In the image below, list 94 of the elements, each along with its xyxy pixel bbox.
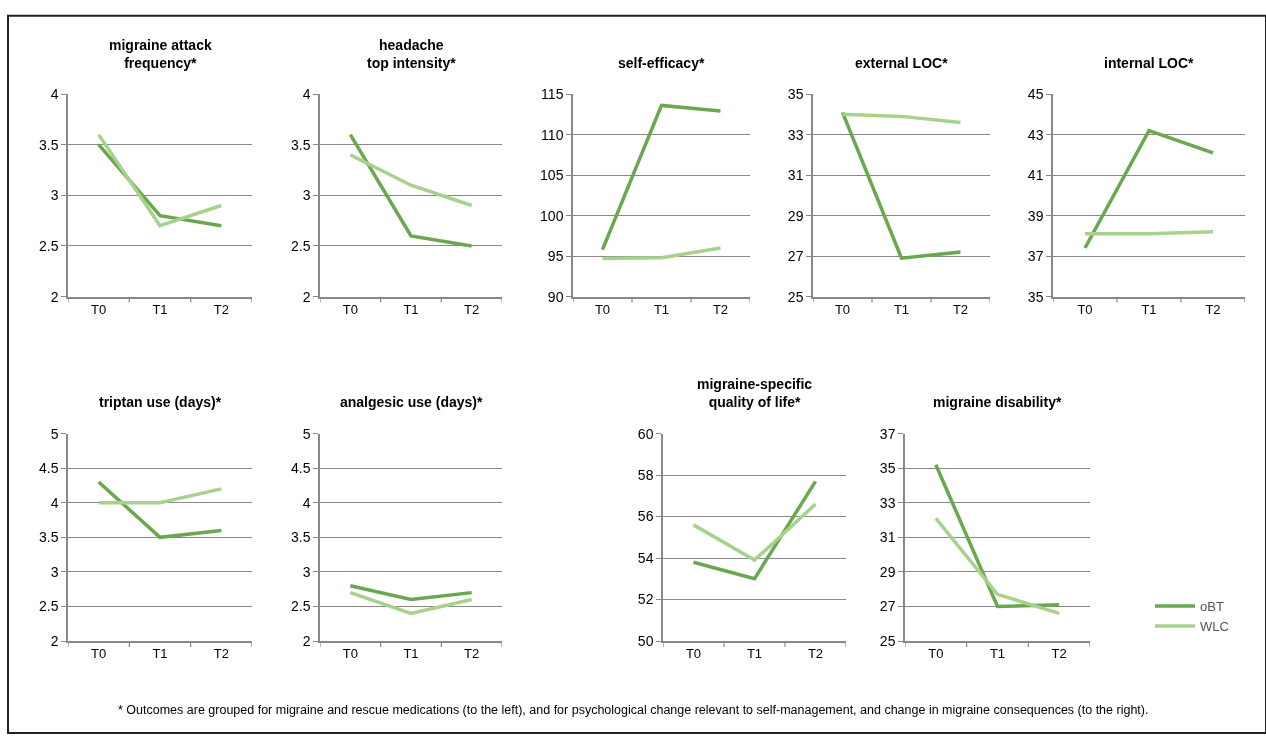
y-tick-label: 5 (302, 425, 311, 442)
y-tick-label: 43 (1027, 126, 1044, 143)
y-tick-label: 4.5 (38, 460, 59, 477)
x-tick-label: T1 (989, 646, 1006, 662)
x-tick-label: T0 (1077, 301, 1093, 317)
x-tick-label: T0 (342, 301, 358, 317)
y-tick-label: 33 (787, 126, 804, 143)
chart-title: internal LOC* (1104, 55, 1195, 71)
y-tick-label: 2 (302, 288, 311, 305)
x-tick-label: T1 (403, 646, 419, 662)
legend-label: WLC (1200, 618, 1229, 634)
chart-title: migraine disability* (933, 394, 1062, 410)
x-tick-label: T2 (712, 301, 729, 317)
x-tick-label: T1 (152, 301, 168, 317)
y-tick-label: 105 (540, 167, 564, 184)
y-tick-label: 3 (302, 187, 311, 204)
y-tick-label: 31 (879, 529, 896, 546)
x-tick-label: T0 (834, 301, 851, 317)
y-tick-label: 3 (302, 563, 311, 580)
x-tick-label: T0 (685, 646, 702, 662)
y-tick-label: 39 (1027, 207, 1044, 224)
y-tick-label: 2 (50, 632, 59, 649)
x-tick-label: T1 (653, 301, 670, 317)
x-tick-label: T2 (1205, 301, 1221, 317)
y-tick-label: 60 (637, 425, 654, 442)
y-tick-label: 27 (787, 248, 804, 265)
y-tick-label: 29 (787, 207, 804, 224)
y-tick-label: 29 (879, 563, 896, 580)
x-tick-label: T1 (1141, 301, 1157, 317)
x-tick-label: T0 (342, 646, 358, 662)
y-tick-label: 95 (547, 248, 564, 265)
y-tick-label: 35 (787, 86, 804, 102)
x-tick-label: T2 (464, 646, 480, 662)
y-tick-label: 37 (1027, 248, 1044, 265)
y-tick-label: 50 (637, 632, 654, 649)
x-tick-label: T2 (213, 301, 229, 317)
x-tick-label: T2 (213, 646, 229, 662)
y-tick-label: 54 (637, 549, 654, 566)
y-tick-label: 100 (540, 207, 564, 224)
y-tick-label: 4 (50, 86, 59, 102)
y-tick-label: 25 (879, 632, 896, 649)
x-tick-label: T0 (928, 646, 944, 662)
y-tick-label: 90 (547, 288, 564, 305)
y-tick-label: 3 (50, 187, 59, 204)
x-tick-label: T1 (403, 301, 419, 317)
x-tick-label: T1 (893, 301, 910, 317)
x-tick-label: T2 (464, 301, 480, 317)
y-tick-label: 33 (879, 494, 896, 511)
y-tick-label: 4 (302, 494, 311, 511)
x-tick-label: T2 (1051, 646, 1067, 662)
y-tick-label: 56 (637, 508, 654, 525)
y-tick-label: 37 (879, 425, 896, 442)
y-tick-label: 3.5 (38, 529, 59, 546)
x-tick-label: T0 (91, 646, 107, 662)
y-tick-label: 41 (1027, 167, 1044, 184)
x-tick-label: T0 (594, 301, 611, 317)
y-tick-label: 2 (50, 288, 59, 305)
y-tick-label: 58 (637, 466, 654, 483)
y-tick-label: 3.5 (290, 136, 311, 153)
text: * Outcomes are grouped for migraine and rescue medications (to the left), and for psychological change relevant to self-management, and change in migraine consequences (to the right). (118, 703, 1149, 717)
y-tick-label: 3 (50, 563, 59, 580)
y-tick-label: 4 (50, 494, 59, 511)
y-tick-label: 2.5 (38, 598, 59, 615)
y-tick-label: 110 (541, 126, 564, 143)
y-tick-label: 2.5 (38, 237, 59, 254)
x-tick-label: T0 (91, 301, 107, 317)
chart-title: triptan use (days)* (99, 394, 222, 410)
x-tick-label: T2 (807, 646, 824, 662)
y-tick-label: 3.5 (290, 529, 311, 546)
y-tick-label: 2.5 (290, 598, 311, 615)
chart-title: migraine-specific quality of life* (697, 376, 813, 411)
chart-title: migraine attack frequency* (109, 37, 212, 72)
y-tick-label: 3.5 (38, 136, 59, 153)
y-tick-label: 25 (787, 288, 804, 305)
x-tick-label: T2 (952, 301, 969, 317)
legend-label: oBT (1200, 599, 1224, 615)
x-tick-label: T1 (152, 646, 168, 662)
chart-title: headache top intensity* (367, 37, 457, 72)
y-tick-label: 4 (302, 86, 311, 102)
y-tick-label: 2 (302, 632, 311, 649)
chart-title: self-efficacy* (618, 55, 705, 71)
y-tick-label: 5 (50, 425, 59, 442)
y-tick-label: 31 (787, 167, 804, 184)
x-tick-label: T1 (746, 646, 763, 662)
y-tick-label: 4.5 (290, 460, 311, 477)
y-tick-label: 52 (637, 591, 654, 608)
y-tick-label: 45 (1027, 86, 1044, 102)
y-tick-label: 35 (879, 460, 896, 477)
y-tick-label: 115 (541, 86, 564, 102)
y-tick-label: 27 (879, 598, 896, 615)
y-tick-label: 2.5 (290, 237, 311, 254)
chart-title: external LOC* (855, 55, 949, 71)
y-tick-label: 35 (1027, 288, 1044, 305)
chart-title: analgesic use (days)* (340, 394, 483, 410)
